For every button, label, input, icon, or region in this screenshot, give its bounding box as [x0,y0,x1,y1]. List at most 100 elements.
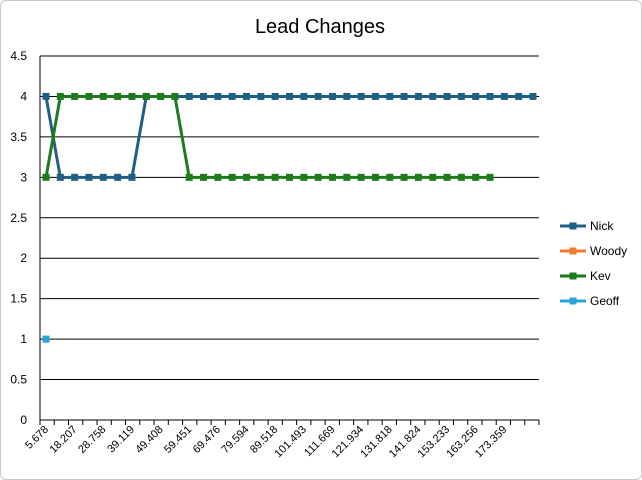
x-tick-label: 28.758 [76,424,108,456]
data-point-nick [386,92,394,100]
data-point-kev [286,173,293,181]
data-point-kev [314,173,322,181]
y-tick-label: 4.5 [10,49,27,63]
data-point-kev [300,173,308,181]
data-point-nick [371,92,379,100]
y-tick-label: 1 [20,332,27,346]
legend-label-nick: Nick [590,219,614,233]
data-point-nick [56,173,64,181]
x-tick-label: 69.476 [191,424,223,456]
data-point-kev [328,173,336,181]
data-point-nick [357,92,365,100]
legend-label-kev: Kev [590,269,611,283]
data-point-kev [128,92,136,100]
data-point-kev [429,173,437,181]
data-point-nick [214,92,222,100]
data-point-kev [99,92,107,100]
data-point-kev [386,173,394,181]
data-point-kev [114,92,122,100]
data-point-nick [328,92,336,100]
legend-label-geoff: Geoff [590,294,620,308]
data-point-kev [343,173,351,181]
legend-marker-geoff [569,297,577,305]
data-point-kev [257,173,265,181]
data-point-nick [472,92,480,100]
y-tick-label: 2.5 [10,211,27,225]
data-point-nick [243,92,251,100]
data-point-kev [142,92,150,100]
data-point-nick [400,92,408,100]
x-tick-label: 101.493 [272,424,309,461]
data-point-kev [228,173,236,181]
data-point-nick [85,173,93,181]
data-point-kev [371,173,379,181]
data-point-kev [472,173,480,181]
data-point-nick [114,173,122,181]
data-point-geoff [42,335,50,343]
data-point-nick [257,92,265,100]
data-point-nick [443,92,451,100]
gridlines [40,55,539,421]
data-point-kev [85,92,93,100]
data-point-kev [271,173,279,181]
data-point-nick [42,92,50,100]
data-point-nick [486,92,494,100]
x-tick-label: 173.359 [473,424,510,461]
data-point-kev [42,173,50,181]
data-point-kev [71,92,79,100]
data-point-kev [457,173,465,181]
data-point-kev [414,173,422,181]
data-point-kev [171,92,179,100]
data-point-kev [243,173,251,181]
x-tick-label: 39.119 [105,424,137,456]
chart-title: Lead Changes [255,16,385,38]
y-tick-label: 3.5 [10,130,27,144]
data-point-nick [429,92,437,100]
y-tick-label: 0 [20,413,27,427]
legend-marker-woody [569,247,577,255]
axes [39,56,540,425]
data-point-nick [343,92,351,100]
series-group [42,92,537,343]
x-tick-label: 18.207 [47,424,79,456]
y-axis-ticks: 0 0.5 1 1.5 2 2.5 3 3.5 4 4.5 [10,49,27,427]
data-point-nick [185,92,193,100]
data-point-kev [56,92,64,100]
data-point-nick [515,92,523,100]
data-point-nick [71,173,79,181]
data-point-kev [157,92,165,100]
data-point-kev [400,173,408,181]
data-point-nick [500,92,508,100]
data-point-kev [185,173,193,181]
x-axis-ticks: 5.67818.20728.75839.11949.40859.45169.47… [23,424,509,461]
legend-label-woody: Woody [590,244,627,258]
legend-marker-nick [569,222,577,230]
data-point-kev [486,173,494,181]
x-tick-label: 79.594 [219,424,251,456]
data-point-nick [271,92,279,100]
x-tick-label: 59.451 [162,424,194,456]
y-tick-label: 1.5 [10,292,27,306]
y-tick-label: 0.5 [10,373,27,387]
y-tick-label: 4 [20,89,27,103]
data-point-nick [414,92,422,100]
legend-marker-kev [569,272,577,280]
data-point-nick [314,92,322,100]
x-tick-label: 49.408 [133,424,165,456]
legend: Nick Woody Kev Geoff [560,219,627,308]
data-point-kev [214,173,222,181]
y-tick-label: 2 [20,251,27,265]
y-tick-label: 3 [20,170,27,184]
data-point-nick [286,92,293,100]
data-point-kev [200,173,208,181]
data-point-kev [443,173,451,181]
data-point-nick [529,92,537,100]
data-point-nick [457,92,465,100]
data-point-nick [300,92,308,100]
data-point-kev [357,173,365,181]
data-point-nick [200,92,208,100]
data-point-nick [128,173,136,181]
data-point-nick [99,173,107,181]
